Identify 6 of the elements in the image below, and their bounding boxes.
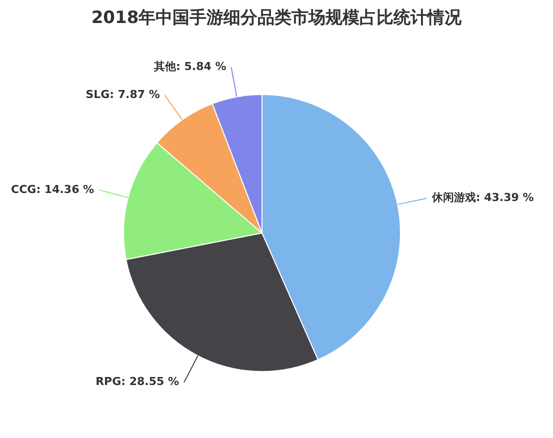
slice-label: RPG: 28.55 % [96, 375, 180, 388]
slice-label: 休闲游戏: 43.39 % [430, 191, 534, 204]
slice-label: CCG: 14.36 % [11, 182, 94, 196]
chart-title: 2018年中国手游细分品类市场规模占比统计情况 [90, 7, 463, 29]
slice-label: 其他: 5.84 % [153, 60, 226, 74]
slice-label: SLG: 7.87 % [86, 88, 160, 102]
